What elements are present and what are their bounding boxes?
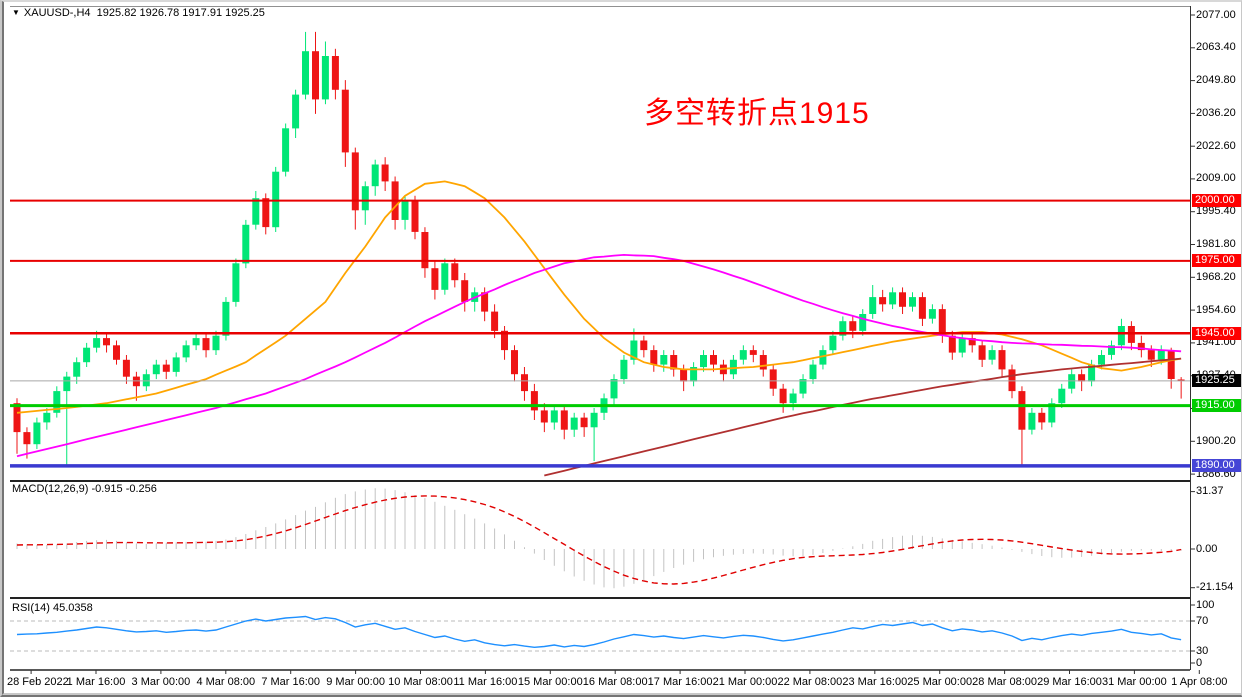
macd-signal-line (16, 495, 1182, 585)
macd-axis-label: 31.37 (1196, 485, 1224, 498)
date-label: 28 Mar 08:00 (972, 676, 1038, 688)
price-level-tag: 1975.00 (1192, 254, 1241, 268)
date-label: 28 Feb 2022 (7, 676, 69, 688)
date-label: 22 Mar 08:00 (777, 676, 843, 688)
rsi-pane (10, 615, 1190, 652)
price-level-tag: 1890.00 (1192, 459, 1241, 473)
axis-ticks (30, 14, 1200, 674)
chevron-down-icon[interactable]: ▼ (12, 8, 20, 17)
symbol-timeframe-label: XAUUSD-,H4 (23, 7, 91, 19)
price-axis-label: 2049.80 (1196, 74, 1236, 87)
rsi-line (16, 615, 1182, 649)
rsi-indicator-label: RSI(14) 45.0358 (12, 602, 93, 614)
date-label: 1 Apr 08:00 (1171, 676, 1228, 688)
macd-axis-label: -21.154 (1196, 581, 1234, 594)
date-label: 31 Mar 00:00 (1101, 676, 1167, 688)
macd-pane (16, 488, 1182, 589)
price-axis-label: 2063.40 (1196, 41, 1236, 54)
ma-mid-line (16, 253, 1182, 458)
candles (13, 31, 1185, 466)
date-label: 16 Mar 08:00 (582, 676, 648, 688)
date-label: 7 Mar 16:00 (261, 676, 321, 688)
price-level-lines (10, 199, 1190, 468)
rsi-axis-label: 70 (1196, 614, 1209, 627)
price-level-tag: 1945.00 (1192, 326, 1241, 340)
price-level-tag: 2000.00 (1192, 194, 1241, 208)
price-axis-label: 1968.20 (1196, 270, 1236, 283)
pane-frame (10, 6, 1191, 671)
price-axis-label: 1900.20 (1196, 434, 1236, 447)
price-axis-label: 1995.40 (1196, 205, 1236, 218)
date-label: 3 Mar 00:00 (131, 676, 191, 688)
date-label: 21 Mar 00:00 (712, 676, 778, 688)
price-chart[interactable] (4, 2, 1242, 697)
date-label: 9 Mar 00:00 (326, 676, 385, 688)
macd-axis-label: 0.00 (1196, 542, 1218, 555)
ma-fast-line (16, 180, 1182, 414)
rsi-axis-label: 0 (1196, 656, 1203, 669)
price-level-tag: 1915.00 (1192, 399, 1241, 413)
chart-title: ▼ XAUUSD-,H4 1925.82 1926.78 1917.91 1925… (12, 7, 265, 19)
date-label: 25 Mar 00:00 (907, 676, 973, 688)
rsi-axis-label: 100 (1196, 598, 1215, 611)
price-axis-label: 2036.20 (1196, 106, 1236, 119)
date-label: 1 Mar 16:00 (66, 676, 126, 688)
ma-slow-line (544, 357, 1182, 477)
date-label: 29 Mar 16:00 (1037, 676, 1102, 688)
date-label: 15 Mar 00:00 (517, 676, 583, 688)
rsi-axis-label: 30 (1196, 644, 1209, 657)
price-axis-label: 2009.00 (1196, 172, 1236, 185)
chart-annotation-text: 多空转折点1915 (644, 97, 870, 130)
date-label: 17 Mar 16:00 (647, 676, 713, 688)
date-label: 11 Mar 16:00 (453, 676, 518, 688)
ohlc-values-label: 1925.82 1926.78 1917.91 1925.25 (96, 7, 265, 19)
current-price-tag: 1925.25 (1192, 374, 1241, 388)
date-label: 23 Mar 16:00 (842, 676, 908, 688)
macd-indicator-label: MACD(12,26,9) -0.915 -0.256 (12, 483, 157, 495)
price-axis-label: 1954.60 (1196, 303, 1236, 316)
price-axis-label: 2022.60 (1196, 139, 1236, 152)
date-label: 4 Mar 08:00 (196, 676, 256, 688)
price-axis-label: 1981.80 (1196, 238, 1236, 251)
date-label: 10 Mar 08:00 (388, 676, 453, 688)
price-axis-label: 2077.00 (1196, 8, 1236, 21)
